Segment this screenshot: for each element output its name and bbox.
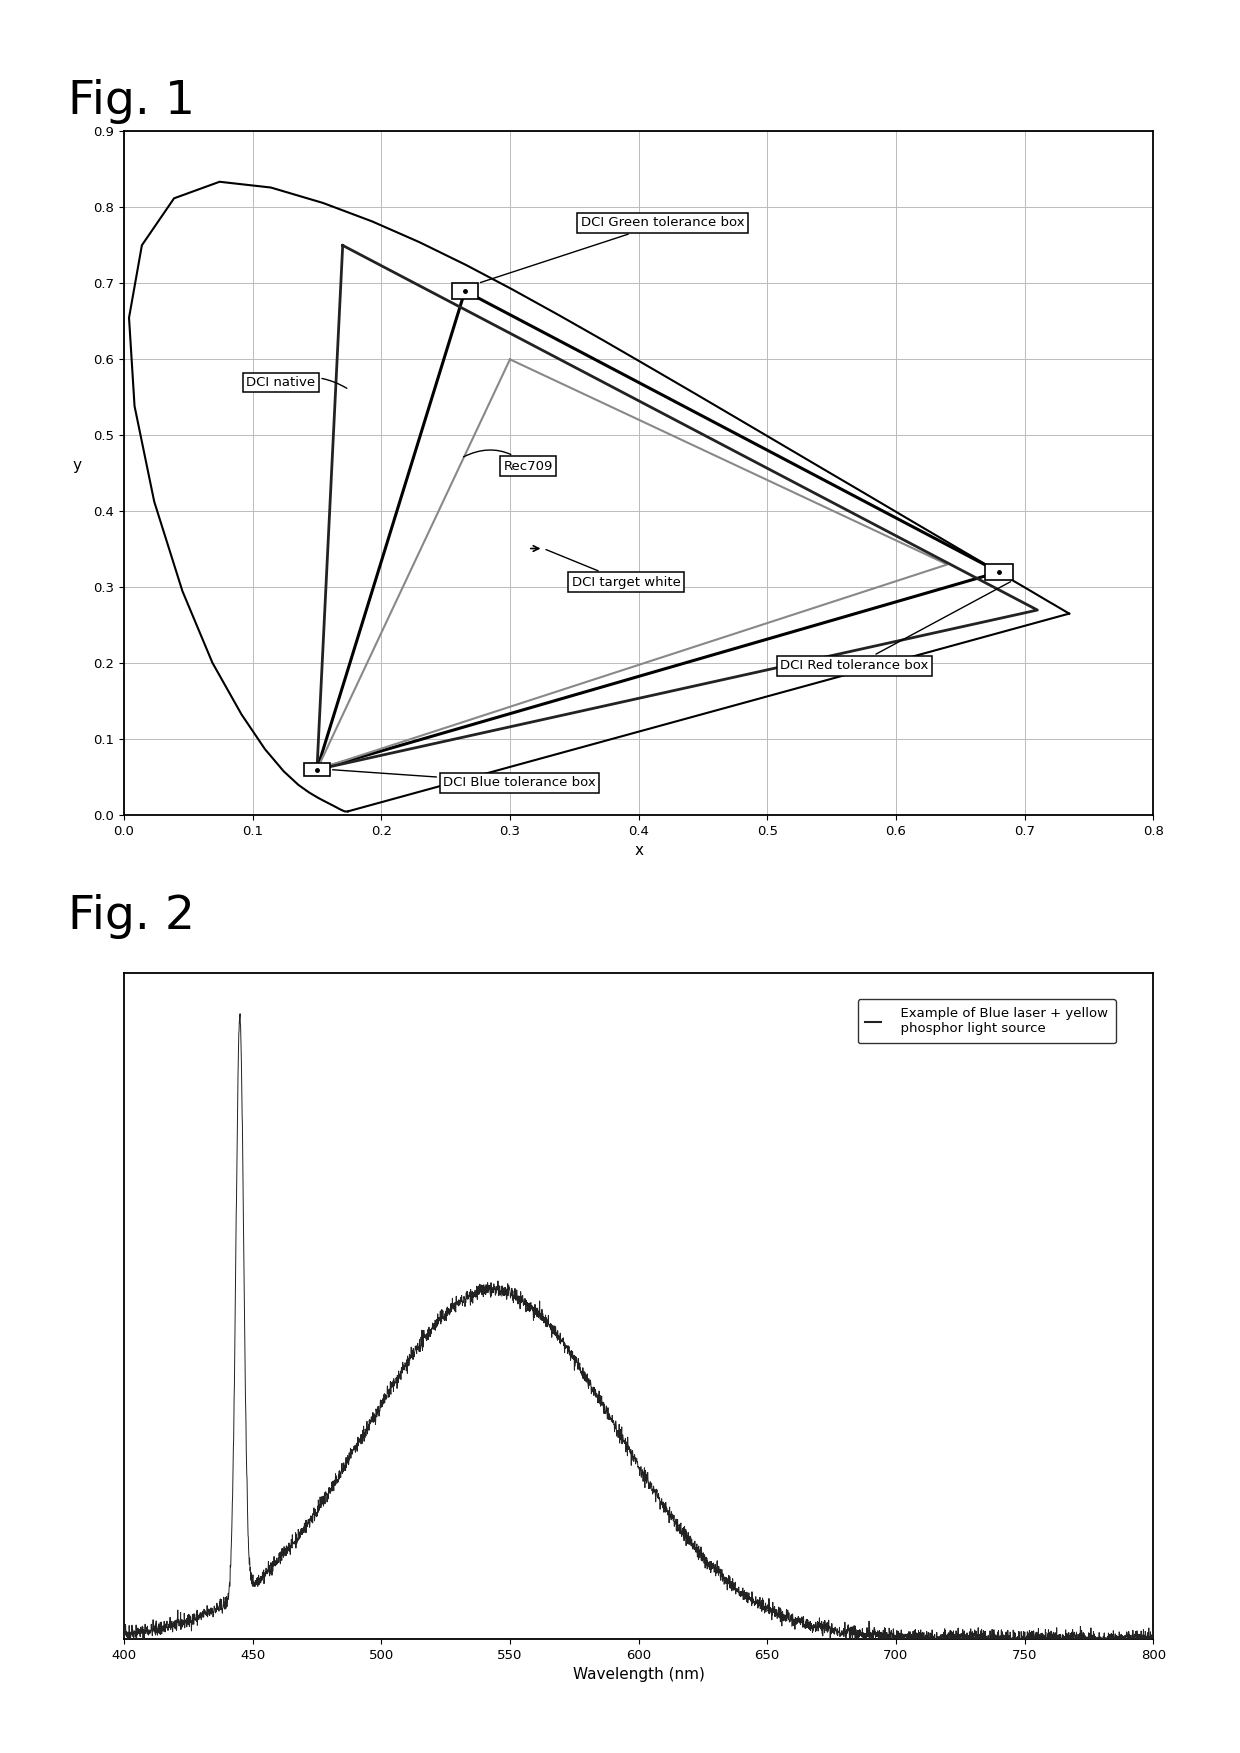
Text: Fig. 1: Fig. 1 — [68, 79, 195, 124]
Text: Rec709: Rec709 — [464, 451, 553, 473]
Text: DCI Red tolerance box: DCI Red tolerance box — [780, 582, 1011, 673]
X-axis label: Wavelength (nm): Wavelength (nm) — [573, 1667, 704, 1683]
Bar — [453, 284, 477, 298]
Text: DCI target white: DCI target white — [546, 549, 681, 589]
Legend:   Example of Blue laser + yellow
  phosphor light source: Example of Blue laser + yellow phosphor … — [858, 999, 1116, 1043]
Y-axis label: y: y — [72, 458, 81, 473]
Text: DCI native: DCI native — [247, 375, 347, 389]
Text: Fig. 2: Fig. 2 — [68, 894, 195, 940]
Text: DCI Green tolerance box: DCI Green tolerance box — [480, 216, 744, 282]
Bar — [304, 763, 330, 777]
X-axis label: x: x — [634, 843, 644, 859]
Text: DCI Blue tolerance box: DCI Blue tolerance box — [332, 770, 595, 789]
Bar — [985, 564, 1013, 580]
